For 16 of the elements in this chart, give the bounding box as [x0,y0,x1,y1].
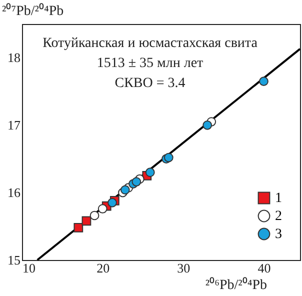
annotation: 1513 ± 35 млн лет [96,56,204,71]
y-tick-label: 16 [8,185,21,200]
x-tick-label: 40 [258,260,271,276]
annotation: Котуйканская и юсмастахская свита [42,36,258,51]
x-tick-label: 10 [22,260,36,276]
y-tick-label: 15 [8,252,20,268]
legend-label: 3 [275,227,282,242]
x-axis-title: ²⁰⁶Pb/²⁰⁴Pb [205,277,267,293]
legend-label: 1 [275,191,282,206]
y-axis-title: ²⁰⁷Pb/²⁰⁴Pb [2,3,64,19]
y-tick-label: 18 [8,50,20,66]
legend-label: 2 [275,209,282,224]
x-tick-label: 30 [177,260,190,276]
annotation: СКВО = 3.4 [114,76,186,91]
y-tick-label: 17 [8,118,21,133]
x-tick-label: 20 [96,260,110,276]
